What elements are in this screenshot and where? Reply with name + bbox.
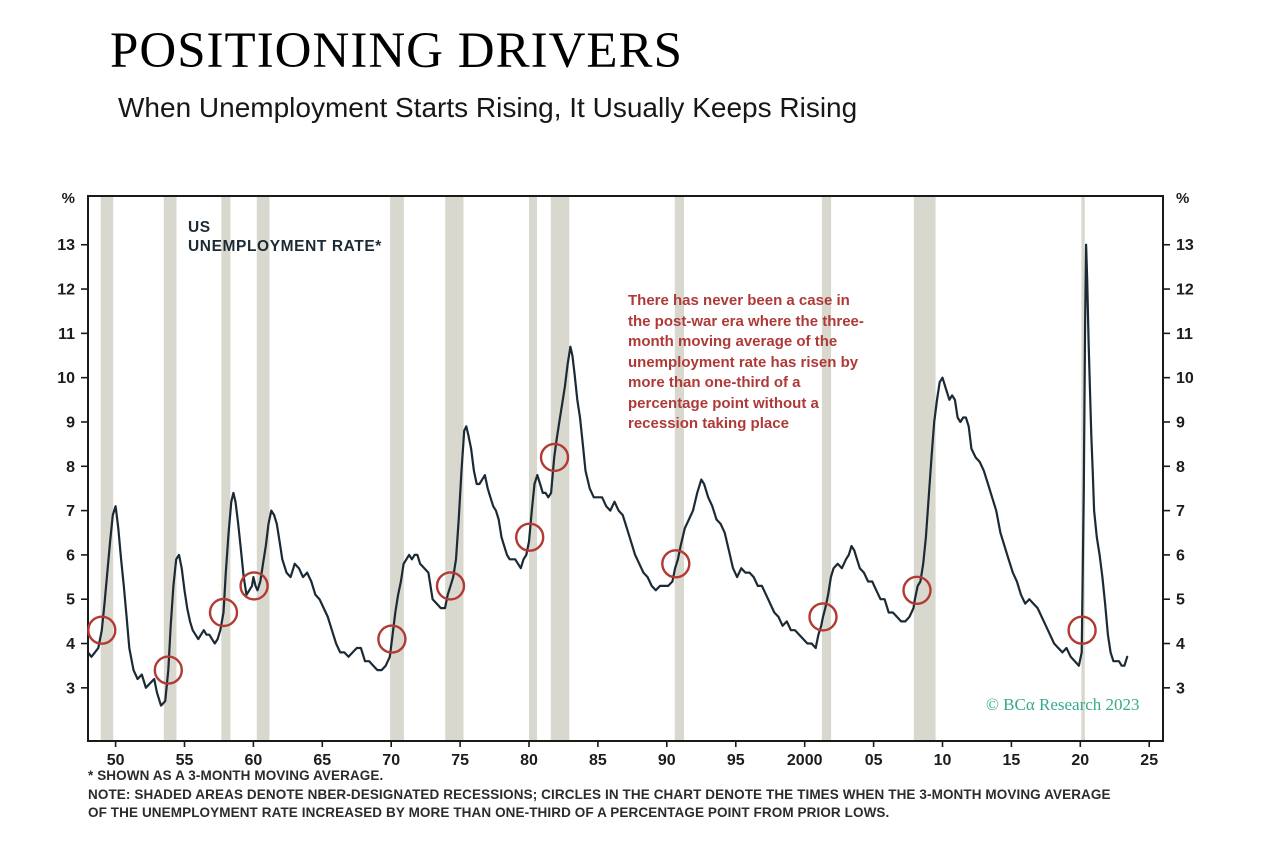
signal-circle [808, 602, 838, 632]
recession-band [445, 197, 464, 740]
recession-band [100, 197, 114, 740]
percent-label: % [62, 190, 75, 207]
y-tick-label: 10 [1176, 370, 1194, 387]
y-tick-label: 3 [66, 680, 75, 697]
y-tick-label: 4 [66, 636, 75, 653]
recession-band [163, 197, 177, 740]
x-tick-label: 2000 [787, 752, 823, 769]
y-tick-label: 11 [1176, 326, 1193, 343]
signal-circle [1067, 615, 1097, 645]
plot-frame [87, 195, 1164, 742]
y-tick-label: 3 [1176, 680, 1185, 697]
y-tick-label: 7 [66, 503, 75, 520]
signal-circle [661, 549, 691, 579]
x-tick-label: 75 [451, 752, 469, 769]
signal-circle [515, 522, 545, 552]
y-tick-label: 4 [1176, 636, 1185, 653]
x-tick-label: 95 [727, 752, 745, 769]
y-tick-label: 13 [57, 237, 75, 254]
x-tick-label: 70 [382, 752, 400, 769]
unemployment-line [86, 243, 1129, 707]
y-tick-label: 13 [1176, 237, 1194, 254]
recession-band [821, 197, 832, 740]
recession-band [529, 197, 537, 740]
y-tick-label: 9 [66, 415, 75, 432]
x-tick-label: 90 [658, 752, 676, 769]
footnote-note-line1: NOTE: SHADED AREAS DENOTE NBER-DESIGNATE… [88, 787, 1111, 802]
signal-circle [208, 597, 239, 628]
x-tick-label: 80 [520, 752, 538, 769]
y-tick-label: 7 [1176, 503, 1185, 520]
signal-circle [902, 575, 932, 605]
series-label: US UNEMPLOYMENT RATE* [188, 219, 382, 255]
page-subtitle: When Unemployment Starts Rising, It Usua… [118, 92, 858, 123]
copyright-watermark: © BCα Research 2023 [986, 695, 1140, 714]
y-tick-label: 8 [66, 459, 75, 476]
x-tick-label: 65 [313, 752, 331, 769]
x-tick-label: 20 [1071, 752, 1089, 769]
y-tick-label: 6 [66, 547, 75, 564]
x-tick-label: 10 [934, 752, 952, 769]
y-tick-label: 12 [57, 282, 75, 299]
footnote-asterisk: * SHOWN AS A 3-MONTH MOVING AVERAGE. [88, 768, 384, 783]
recession-band [913, 197, 936, 740]
y-tick-label: 11 [58, 326, 75, 343]
signal-circle [377, 624, 407, 654]
signal-circle [539, 442, 570, 473]
signal-circle [435, 571, 466, 601]
y-tick-label: 6 [1176, 547, 1185, 564]
signal-circle [87, 615, 117, 645]
annotation-text: There has never been a case in the post-… [628, 292, 864, 432]
footnote-note-line2: OF THE UNEMPLOYMENT RATE INCREASED BY MO… [88, 805, 890, 820]
page-title: POSITIONING DRIVERS [110, 23, 683, 79]
x-tick-label: 50 [107, 752, 125, 769]
recession-band [390, 197, 404, 740]
recession-band [674, 197, 684, 740]
y-tick-label: 8 [1176, 459, 1185, 476]
y-tick-label: 9 [1176, 415, 1185, 432]
x-tick-label: 15 [1003, 752, 1021, 769]
signal-circle [239, 571, 269, 601]
x-tick-label: 55 [176, 752, 194, 769]
recession-band [221, 197, 231, 740]
y-tick-label: 10 [57, 370, 75, 387]
x-tick-label: 25 [1140, 752, 1158, 769]
x-tick-label: 60 [245, 752, 263, 769]
x-tick-label: 85 [589, 752, 607, 769]
y-tick-label: 5 [66, 592, 75, 609]
signal-circle [153, 655, 184, 685]
y-tick-label: 5 [1176, 592, 1185, 609]
recession-band [256, 197, 270, 740]
percent-label: % [1176, 190, 1189, 207]
x-tick-label: 05 [865, 752, 883, 769]
y-tick-label: 12 [1176, 282, 1194, 299]
